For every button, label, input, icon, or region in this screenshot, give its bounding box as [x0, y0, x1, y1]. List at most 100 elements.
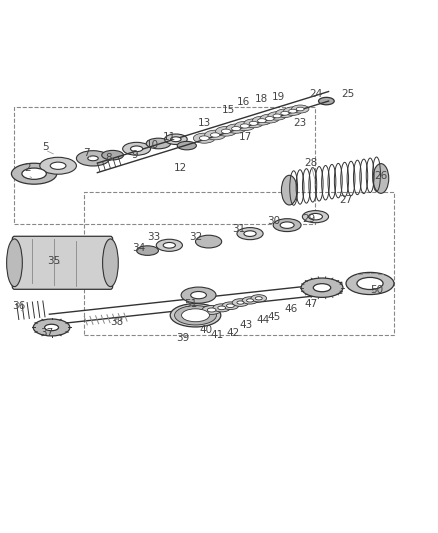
Ellipse shape	[177, 141, 196, 150]
Text: 15: 15	[221, 105, 234, 115]
FancyBboxPatch shape	[12, 236, 113, 289]
Ellipse shape	[170, 304, 220, 327]
Ellipse shape	[187, 312, 203, 319]
Text: 47: 47	[304, 298, 317, 309]
Ellipse shape	[212, 304, 230, 312]
Text: 2: 2	[24, 164, 31, 173]
Ellipse shape	[11, 163, 57, 184]
Ellipse shape	[217, 306, 225, 310]
Ellipse shape	[88, 156, 98, 161]
Text: 12: 12	[173, 164, 187, 173]
Ellipse shape	[226, 304, 234, 308]
Ellipse shape	[302, 211, 328, 223]
Ellipse shape	[215, 126, 236, 136]
Ellipse shape	[156, 239, 182, 252]
Text: 43: 43	[239, 320, 252, 330]
Text: 5: 5	[42, 142, 48, 152]
Text: 42: 42	[226, 328, 239, 338]
Ellipse shape	[226, 124, 246, 133]
Ellipse shape	[146, 138, 170, 149]
Ellipse shape	[22, 168, 46, 179]
Text: 24: 24	[308, 89, 321, 99]
Ellipse shape	[281, 175, 297, 205]
Text: 38: 38	[110, 317, 124, 327]
Text: 37: 37	[40, 328, 54, 338]
Ellipse shape	[254, 297, 261, 300]
Ellipse shape	[246, 299, 253, 302]
Bar	[14, 108, 315, 224]
Ellipse shape	[45, 324, 58, 330]
Text: 33: 33	[147, 232, 160, 243]
Text: 18: 18	[254, 94, 267, 104]
Ellipse shape	[136, 246, 158, 255]
Ellipse shape	[232, 298, 248, 306]
Text: 41: 41	[210, 330, 223, 341]
Text: 29: 29	[302, 214, 315, 224]
Ellipse shape	[33, 319, 70, 336]
Ellipse shape	[50, 162, 66, 169]
Ellipse shape	[345, 272, 393, 295]
Text: 26: 26	[374, 172, 387, 181]
Ellipse shape	[242, 297, 257, 304]
Ellipse shape	[193, 133, 215, 143]
Ellipse shape	[195, 235, 221, 248]
Ellipse shape	[240, 124, 249, 128]
Ellipse shape	[279, 222, 293, 228]
Ellipse shape	[291, 105, 308, 113]
Ellipse shape	[296, 107, 304, 111]
Ellipse shape	[181, 309, 209, 322]
Ellipse shape	[300, 278, 342, 297]
Ellipse shape	[7, 239, 22, 287]
Ellipse shape	[283, 107, 301, 115]
Ellipse shape	[372, 164, 388, 193]
Ellipse shape	[251, 295, 266, 302]
Ellipse shape	[76, 151, 110, 166]
Text: 19: 19	[271, 92, 284, 102]
Ellipse shape	[222, 302, 238, 310]
Ellipse shape	[267, 112, 286, 120]
Text: 51: 51	[184, 298, 198, 309]
Text: 32: 32	[188, 232, 201, 243]
Ellipse shape	[244, 119, 262, 128]
Ellipse shape	[102, 150, 123, 160]
Ellipse shape	[237, 228, 262, 240]
Ellipse shape	[221, 129, 230, 133]
Ellipse shape	[244, 231, 255, 237]
Text: 34: 34	[132, 243, 145, 253]
Ellipse shape	[164, 134, 187, 144]
Ellipse shape	[234, 122, 254, 131]
Ellipse shape	[272, 219, 300, 232]
Ellipse shape	[102, 239, 118, 287]
Text: 17: 17	[239, 132, 252, 142]
Text: 31: 31	[232, 224, 245, 235]
Ellipse shape	[288, 109, 296, 113]
Text: 40: 40	[199, 325, 212, 335]
Ellipse shape	[174, 305, 216, 325]
Ellipse shape	[313, 284, 330, 292]
Ellipse shape	[308, 213, 322, 220]
Text: 16: 16	[237, 97, 250, 107]
Ellipse shape	[181, 287, 215, 303]
Ellipse shape	[257, 119, 265, 123]
Text: 39: 39	[175, 333, 189, 343]
Text: 7: 7	[83, 148, 89, 158]
Ellipse shape	[190, 292, 206, 299]
Text: 44: 44	[256, 314, 269, 325]
Ellipse shape	[252, 116, 271, 125]
Ellipse shape	[170, 137, 181, 142]
Text: 46: 46	[284, 304, 297, 314]
Text: 25: 25	[341, 89, 354, 99]
Ellipse shape	[122, 142, 150, 155]
Ellipse shape	[249, 122, 257, 125]
Text: 10: 10	[145, 140, 158, 150]
Text: 8: 8	[105, 153, 111, 163]
Text: 30: 30	[267, 216, 280, 227]
Ellipse shape	[40, 157, 76, 174]
Ellipse shape	[272, 114, 281, 118]
Ellipse shape	[204, 130, 225, 140]
Text: 11: 11	[162, 132, 176, 142]
Text: 27: 27	[339, 195, 352, 205]
Text: 23: 23	[293, 118, 306, 128]
Ellipse shape	[201, 305, 221, 314]
Text: 9: 9	[131, 150, 138, 160]
